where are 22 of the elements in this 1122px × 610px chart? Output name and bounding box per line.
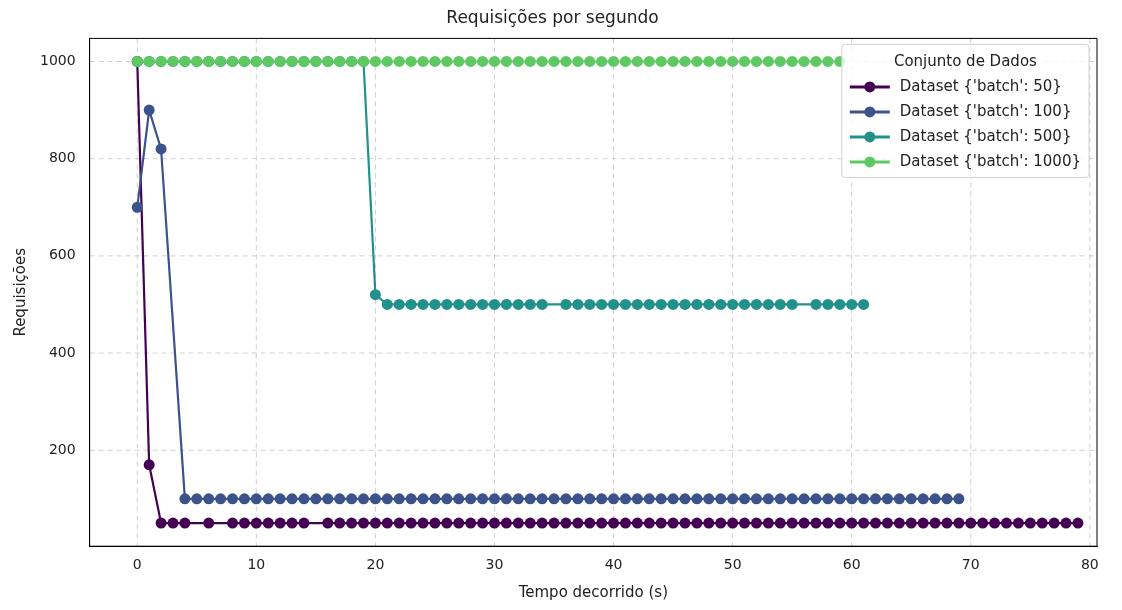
y-tick-label: 600 bbox=[48, 246, 76, 263]
y-tick-label: 400 bbox=[48, 343, 76, 360]
y-axis-title: Requisições bbox=[10, 247, 29, 337]
y-tick-label: 200 bbox=[48, 440, 76, 457]
x-tick-label: 60 bbox=[842, 556, 861, 573]
x-tick-label: 10 bbox=[247, 556, 266, 573]
legend-label: Dataset {'batch': 500} bbox=[899, 126, 1072, 145]
x-tick-label: 50 bbox=[723, 556, 742, 573]
legend-label: Dataset {'batch': 1000} bbox=[899, 151, 1081, 170]
x-tick-label: 30 bbox=[485, 556, 504, 573]
x-tick-label: 0 bbox=[132, 556, 142, 573]
legend-label: Dataset {'batch': 100} bbox=[899, 101, 1072, 120]
y-tick-label: 800 bbox=[48, 149, 76, 166]
x-tick-label: 80 bbox=[1080, 556, 1099, 573]
legend-title: Conjunto de Dados bbox=[893, 51, 1038, 70]
legend-label: Dataset {'batch': 50} bbox=[899, 76, 1062, 95]
x-axis-title: Tempo decorrido (s) bbox=[517, 582, 668, 601]
y-tick-label: 1000 bbox=[39, 52, 76, 69]
chart-title: Requisições por segundo bbox=[446, 6, 659, 27]
x-tick-label: 20 bbox=[366, 556, 385, 573]
x-tick-label: 40 bbox=[604, 556, 623, 573]
x-tick-label: 70 bbox=[961, 556, 980, 573]
